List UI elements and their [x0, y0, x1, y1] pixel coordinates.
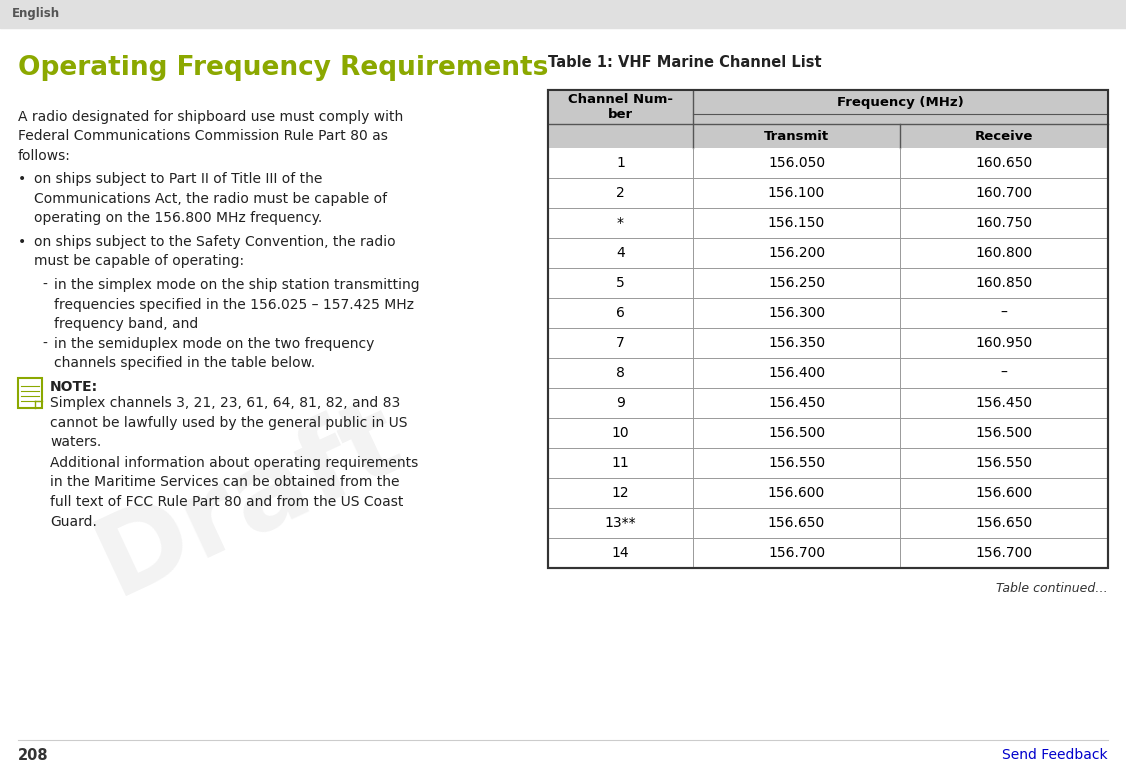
Text: Table 1: VHF Marine Channel List: Table 1: VHF Marine Channel List — [548, 55, 822, 70]
Text: 160.950: 160.950 — [975, 336, 1033, 350]
Text: 13**: 13** — [605, 516, 636, 530]
Text: 6: 6 — [616, 306, 625, 320]
Text: in the simplex mode on the ship station transmitting
frequencies specified in th: in the simplex mode on the ship station … — [54, 278, 420, 331]
Text: Send Feedback: Send Feedback — [1002, 748, 1108, 761]
Bar — [548, 90, 1108, 568]
Text: 156.550: 156.550 — [768, 456, 825, 470]
Text: -: - — [42, 337, 47, 351]
Text: 156.050: 156.050 — [768, 156, 825, 170]
Text: 156.250: 156.250 — [768, 276, 825, 290]
Text: 156.350: 156.350 — [768, 336, 825, 350]
Text: 156.700: 156.700 — [975, 546, 1033, 560]
Text: 156.500: 156.500 — [975, 426, 1033, 440]
Text: 14: 14 — [611, 546, 629, 560]
Text: Operating Frequency Requirements: Operating Frequency Requirements — [18, 55, 548, 81]
Bar — [548, 124, 1108, 148]
Text: Receive: Receive — [975, 129, 1034, 142]
Text: on ships subject to the Safety Convention, the radio
must be capable of operatin: on ships subject to the Safety Conventio… — [34, 235, 395, 269]
Bar — [548, 90, 1108, 124]
Text: 7: 7 — [616, 336, 625, 350]
Text: in the semiduplex mode on the two frequency
channels specified in the table belo: in the semiduplex mode on the two freque… — [54, 337, 374, 371]
Text: 10: 10 — [611, 426, 629, 440]
Text: 156.450: 156.450 — [975, 396, 1033, 410]
Text: Channel Num-
ber: Channel Num- ber — [568, 93, 673, 121]
Bar — [0, 0, 1126, 28]
Text: •: • — [18, 235, 26, 249]
Text: •: • — [18, 172, 26, 186]
Text: Additional information about operating requirements
in the Maritime Services can: Additional information about operating r… — [50, 456, 418, 528]
Text: 156.500: 156.500 — [768, 426, 825, 440]
Text: A radio designated for shipboard use must comply with
Federal Communications Com: A radio designated for shipboard use mus… — [18, 110, 403, 163]
Text: 156.650: 156.650 — [975, 516, 1033, 530]
Text: 156.200: 156.200 — [768, 246, 825, 260]
Text: 156.400: 156.400 — [768, 366, 825, 380]
Text: 156.100: 156.100 — [768, 186, 825, 200]
Text: 156.600: 156.600 — [975, 486, 1033, 500]
Text: 156.700: 156.700 — [768, 546, 825, 560]
Text: 156.650: 156.650 — [768, 516, 825, 530]
Text: 160.650: 160.650 — [975, 156, 1033, 170]
Text: NOTE:: NOTE: — [50, 380, 98, 394]
Text: 156.300: 156.300 — [768, 306, 825, 320]
Text: 156.150: 156.150 — [768, 216, 825, 230]
Text: 2: 2 — [616, 186, 625, 200]
Text: 160.800: 160.800 — [975, 246, 1033, 260]
Text: 208: 208 — [18, 748, 48, 761]
Text: Simplex channels 3, 21, 23, 61, 64, 81, 82, and 83
cannot be lawfully used by th: Simplex channels 3, 21, 23, 61, 64, 81, … — [50, 396, 408, 449]
Text: Draft: Draft — [81, 383, 419, 617]
Text: on ships subject to Part II of Title III of the
Communications Act, the radio mu: on ships subject to Part II of Title III… — [34, 172, 387, 225]
Text: 160.700: 160.700 — [975, 186, 1033, 200]
Text: 5: 5 — [616, 276, 625, 290]
Bar — [548, 90, 1108, 568]
Text: 156.450: 156.450 — [768, 396, 825, 410]
Text: 156.600: 156.600 — [768, 486, 825, 500]
Text: 156.550: 156.550 — [975, 456, 1033, 470]
Text: 12: 12 — [611, 486, 629, 500]
Text: 160.750: 160.750 — [975, 216, 1033, 230]
Text: 9: 9 — [616, 396, 625, 410]
Text: Table continued…: Table continued… — [997, 582, 1108, 595]
Text: –: – — [1001, 366, 1008, 380]
Text: Frequency (MHz): Frequency (MHz) — [837, 97, 964, 110]
Text: 1: 1 — [616, 156, 625, 170]
Text: 160.850: 160.850 — [975, 276, 1033, 290]
Text: English: English — [12, 8, 60, 21]
Text: *: * — [617, 216, 624, 230]
Text: 11: 11 — [611, 456, 629, 470]
Text: -: - — [42, 278, 47, 292]
Bar — [18, 378, 42, 408]
Text: –: – — [1001, 306, 1008, 320]
Text: 8: 8 — [616, 366, 625, 380]
Text: 4: 4 — [616, 246, 625, 260]
Text: Transmit: Transmit — [763, 129, 829, 142]
